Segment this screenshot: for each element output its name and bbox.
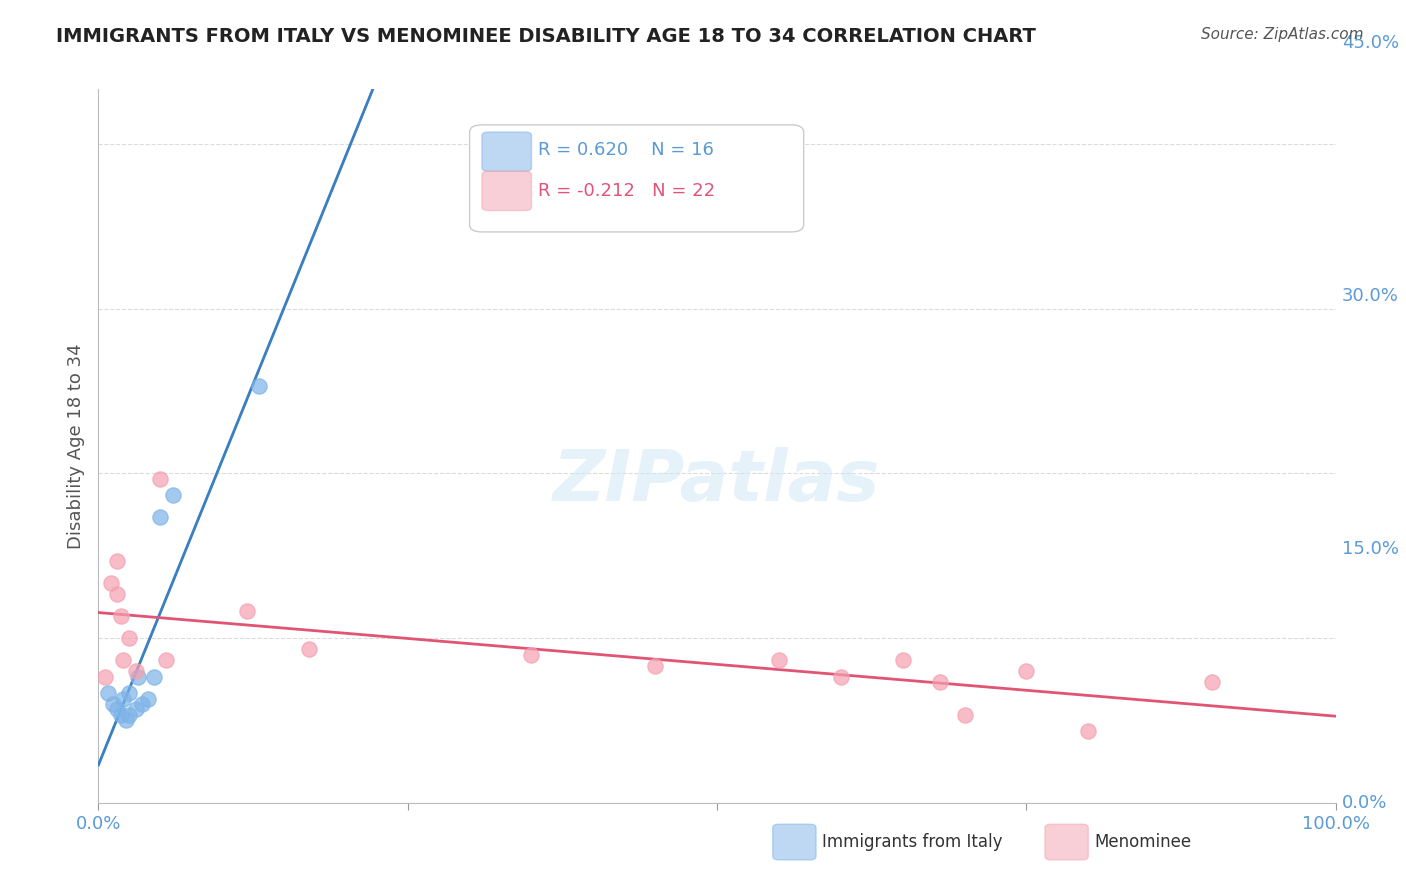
Point	[155, 653, 177, 667]
Point	[112, 691, 135, 706]
Text: Immigrants from Italy: Immigrants from Italy	[823, 833, 1002, 851]
FancyBboxPatch shape	[773, 824, 815, 860]
Text: R = 0.620    N = 16: R = 0.620 N = 16	[537, 141, 713, 159]
Point	[520, 648, 543, 662]
Text: ZIPatlas: ZIPatlas	[554, 447, 880, 516]
Point	[1077, 724, 1099, 739]
Y-axis label: Disability Age 18 to 34: Disability Age 18 to 34	[66, 343, 84, 549]
Text: IMMIGRANTS FROM ITALY VS MENOMINEE DISABILITY AGE 18 TO 34 CORRELATION CHART: IMMIGRANTS FROM ITALY VS MENOMINEE DISAB…	[56, 27, 1036, 45]
Point	[1015, 664, 1038, 678]
Text: 30.0%: 30.0%	[1341, 287, 1399, 305]
Point	[103, 697, 125, 711]
Point	[105, 702, 128, 716]
Text: Menominee: Menominee	[1094, 833, 1191, 851]
Point	[124, 702, 146, 716]
Point	[953, 708, 976, 723]
Text: 45.0%: 45.0%	[1341, 34, 1399, 52]
Point	[118, 686, 141, 700]
Point	[131, 697, 153, 711]
Point	[830, 669, 852, 683]
Point	[768, 653, 790, 667]
Point	[891, 653, 914, 667]
FancyBboxPatch shape	[482, 132, 531, 171]
Point	[127, 669, 149, 683]
FancyBboxPatch shape	[470, 125, 804, 232]
Text: 0.0%: 0.0%	[1341, 794, 1388, 812]
Point	[114, 714, 136, 728]
Point	[112, 653, 135, 667]
FancyBboxPatch shape	[1045, 824, 1088, 860]
Point	[644, 658, 666, 673]
Point	[162, 488, 184, 502]
Point	[110, 609, 132, 624]
Point	[236, 604, 259, 618]
Point	[1201, 675, 1223, 690]
Point	[105, 587, 128, 601]
Point	[118, 708, 141, 723]
Text: 15.0%: 15.0%	[1341, 541, 1399, 558]
Text: Source: ZipAtlas.com: Source: ZipAtlas.com	[1201, 27, 1364, 42]
Point	[105, 554, 128, 568]
Point	[100, 576, 122, 591]
Point	[136, 691, 159, 706]
FancyBboxPatch shape	[482, 171, 531, 211]
Point	[298, 642, 321, 657]
Point	[247, 378, 270, 392]
Point	[110, 708, 132, 723]
Point	[118, 631, 141, 645]
Point	[149, 472, 172, 486]
Text: R = -0.212   N = 22: R = -0.212 N = 22	[537, 182, 714, 200]
Point	[93, 669, 115, 683]
Point	[143, 669, 166, 683]
Point	[97, 686, 120, 700]
Point	[928, 675, 950, 690]
Point	[124, 664, 146, 678]
Point	[149, 510, 172, 524]
